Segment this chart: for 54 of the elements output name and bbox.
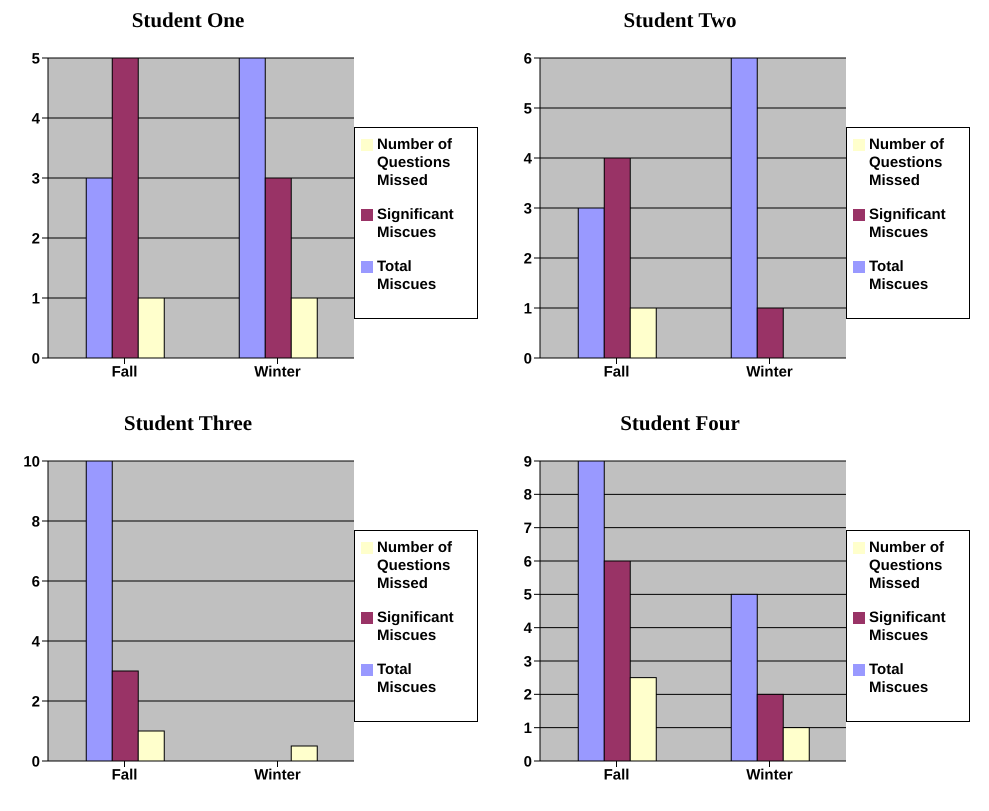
y-tick-label: 2: [32, 693, 40, 710]
y-tick-label: 3: [524, 200, 532, 218]
y-tick-label: 2: [32, 230, 40, 248]
legend-label: Number of Questions Missed: [869, 539, 945, 593]
y-tick-label: 8: [32, 513, 40, 530]
y-tick-label: 5: [32, 50, 40, 68]
legend-label: Significant Miscues: [377, 609, 455, 645]
x-tick-label: Fall: [112, 364, 138, 381]
y-tick-label: 1: [524, 720, 532, 737]
y-tick-label: 4: [32, 633, 41, 650]
y-tick-label: 10: [23, 453, 40, 470]
y-tick-label: 1: [524, 300, 532, 318]
y-tick-label: 5: [524, 586, 532, 604]
y-tick-label: 0: [524, 350, 532, 368]
y-tick-label: 3: [524, 653, 532, 670]
y-tick-label: 4: [524, 150, 533, 168]
x-tick-label: Winter: [254, 364, 301, 381]
chart-title: Student One: [130, 8, 246, 34]
chart-title: Student Two: [622, 8, 738, 34]
y-tick-label: 0: [32, 753, 40, 770]
y-tick-label: 6: [524, 50, 532, 68]
y-tick-label: 0: [524, 753, 532, 770]
x-tick-label: Winter: [746, 364, 793, 381]
x-tick-label: Fall: [604, 766, 630, 784]
x-tick-label: Winter: [254, 766, 301, 784]
legend-label: Number of Questions Missed: [377, 136, 453, 190]
chart-title: Student Three: [122, 411, 254, 437]
x-tick-label: Winter: [746, 766, 793, 784]
legend-label: Total Miscues: [377, 258, 438, 294]
legend-label: Total Miscues: [377, 661, 438, 697]
legend-label: Significant Miscues: [377, 206, 455, 242]
y-tick-label: 9: [524, 453, 532, 470]
x-tick-label: Fall: [112, 766, 138, 784]
bar: [290, 746, 318, 761]
legend-label: Total Miscues: [869, 661, 930, 697]
x-tick-label: Fall: [604, 364, 630, 381]
legend-label: Significant Miscues: [869, 206, 947, 242]
y-tick-label: 8: [524, 486, 532, 504]
legend-label: Significant Miscues: [869, 609, 947, 645]
legend-label: Number of Questions Missed: [869, 136, 945, 190]
y-tick-label: 3: [32, 170, 40, 188]
y-tick-label: 4: [524, 620, 533, 637]
y-tick-label: 1: [32, 290, 40, 308]
y-tick-label: 7: [524, 520, 532, 537]
y-tick-label: 0: [32, 350, 40, 368]
y-tick-label: 2: [524, 686, 532, 704]
legend-label: Number of Questions Missed: [377, 539, 453, 593]
legend-label: Total Miscues: [869, 258, 930, 294]
chart-title: Student Four: [619, 411, 741, 437]
y-tick-label: 6: [32, 573, 40, 590]
y-tick-label: 6: [524, 553, 532, 570]
y-tick-label: 4: [32, 110, 41, 128]
y-tick-label: 5: [524, 100, 532, 118]
y-tick-label: 2: [524, 250, 532, 268]
